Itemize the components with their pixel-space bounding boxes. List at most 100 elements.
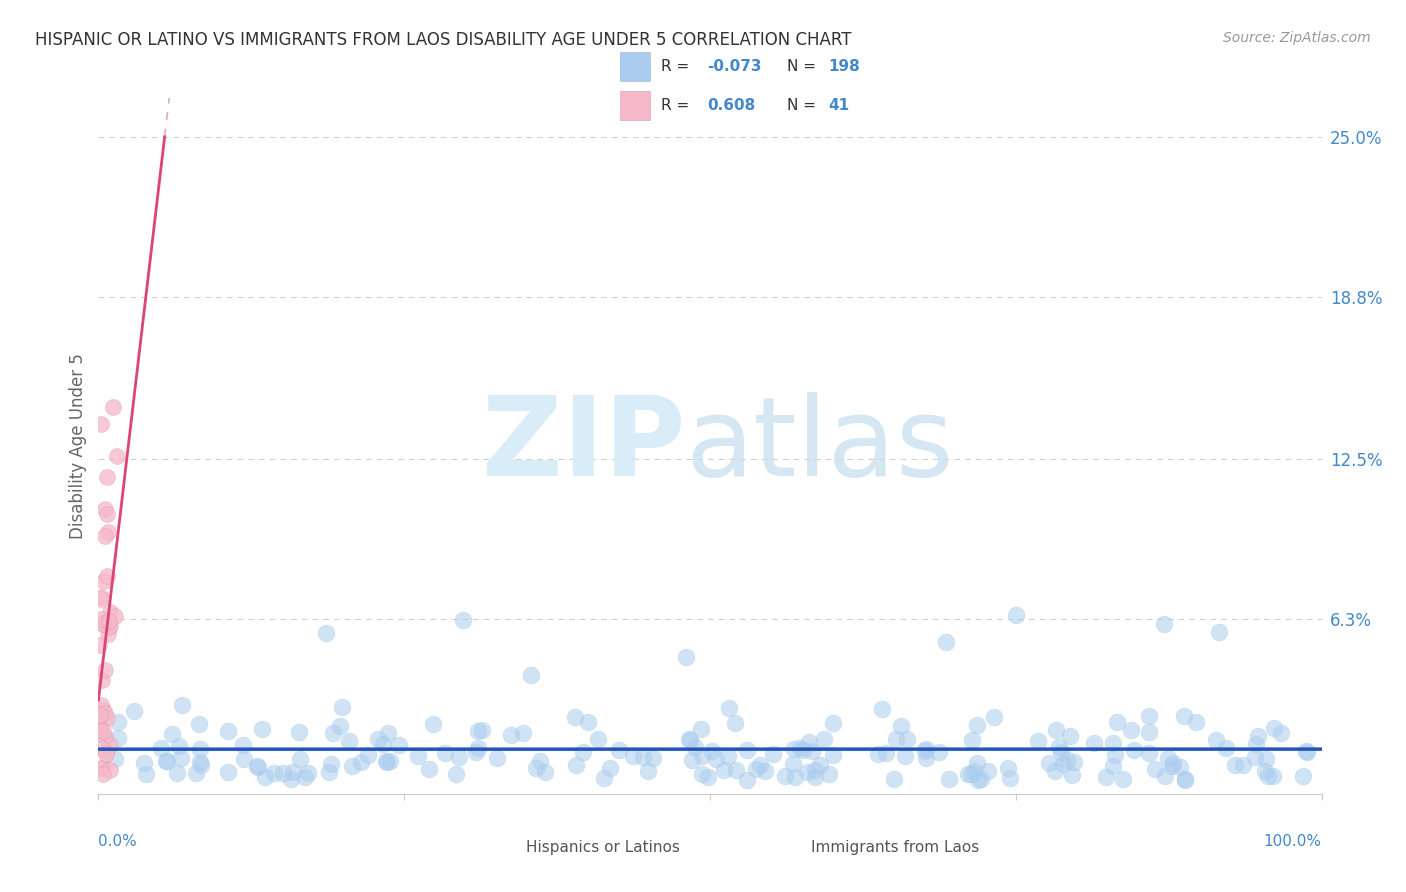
Y-axis label: Disability Age Under 5: Disability Age Under 5 [69,353,87,539]
Point [1137,746,1160,760]
Point [1174,772,1197,786]
Point [599,761,621,775]
Point [966,772,988,787]
Point [564,710,586,724]
Point [232,738,254,752]
Point [690,749,713,764]
Point [717,749,740,764]
Point [1095,770,1118,784]
Text: N =: N = [787,59,815,74]
Point [90,417,112,431]
Point [789,741,811,756]
Point [91,616,114,631]
Point [997,761,1019,775]
Text: 100.0%: 100.0% [1264,834,1322,849]
Point [1295,744,1317,758]
Point [98,614,121,628]
Point [1154,769,1177,783]
Point [1056,753,1078,767]
Point [444,767,467,781]
Point [246,760,269,774]
Point [1101,736,1123,750]
Point [797,735,820,749]
Point [808,758,831,772]
Point [524,761,547,775]
Text: Source: ZipAtlas.com: Source: ZipAtlas.com [1223,31,1371,45]
Point [297,765,319,780]
Point [90,741,112,756]
Point [821,715,844,730]
Point [643,750,665,764]
Point [1296,745,1319,759]
Point [1144,762,1167,776]
Point [406,749,429,764]
Point [97,524,120,539]
Point [156,754,179,768]
Point [465,745,488,759]
Point [683,740,706,755]
Point [190,758,212,772]
Point [690,722,713,736]
Point [970,772,993,787]
Point [467,724,489,739]
Point [565,757,588,772]
Point [1038,756,1060,770]
Point [155,754,177,768]
Point [1270,725,1292,739]
Point [93,664,115,678]
Point [350,755,373,769]
Point [322,726,344,740]
Point [748,757,770,772]
Point [1107,714,1129,729]
Point [637,764,659,778]
Point [387,738,409,752]
Point [319,756,342,771]
Point [886,731,908,746]
Point [90,616,112,631]
Point [1208,625,1230,640]
Point [87,638,110,652]
Point [1102,759,1125,773]
Point [90,761,112,775]
Point [271,765,294,780]
Point [572,745,595,759]
Point [132,756,155,770]
Point [735,773,758,788]
Point [1205,732,1227,747]
Point [167,739,190,753]
Point [91,724,114,739]
Point [966,756,988,770]
Point [135,767,157,781]
Bar [620,91,650,120]
Point [188,742,211,756]
Point [800,743,823,757]
Point [1244,749,1267,764]
Point [1050,745,1073,759]
Point [894,748,917,763]
Point [467,740,489,755]
Point [90,673,112,687]
Point [928,746,950,760]
Point [1005,608,1028,623]
Point [914,744,936,758]
Point [821,747,844,762]
Point [451,614,474,628]
Text: 0.608: 0.608 [707,98,756,113]
Point [983,709,1005,723]
Point [1215,741,1237,756]
Point [94,529,117,543]
Point [98,619,121,633]
Point [501,728,523,742]
Point [98,605,121,619]
Text: 0.0%: 0.0% [98,834,138,849]
Point [93,574,115,589]
Text: Hispanics or Latinos: Hispanics or Latinos [526,840,679,855]
Point [98,764,121,778]
Point [512,726,534,740]
Text: HISPANIC OR LATINO VS IMMIGRANTS FROM LAOS DISABILITY AGE UNDER 5 CORRELATION CH: HISPANIC OR LATINO VS IMMIGRANTS FROM LA… [35,31,852,49]
Point [762,747,785,761]
Point [679,733,702,747]
Point [938,772,960,786]
Point [1119,723,1142,738]
Text: ZIP: ZIP [482,392,686,500]
